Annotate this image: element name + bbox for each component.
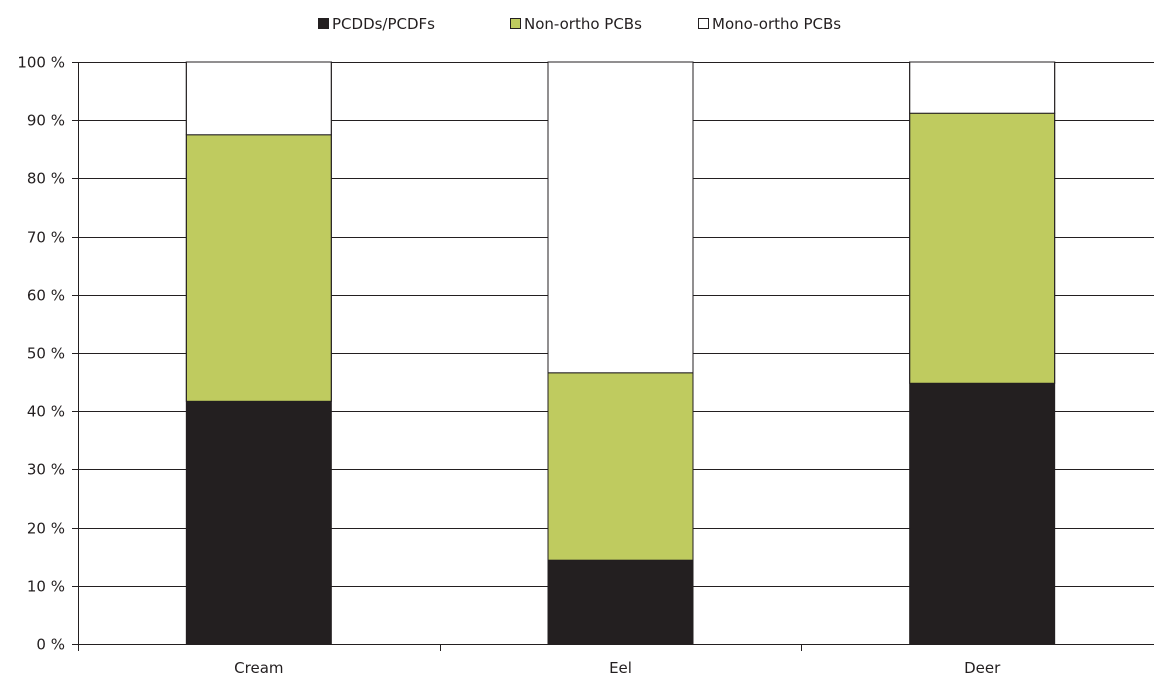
legend-item: Mono-ortho PCBs <box>698 15 841 33</box>
y-tick-label: 40 % <box>27 403 65 421</box>
bars <box>185 61 1056 645</box>
bar-segment <box>909 112 1056 384</box>
legend-item: Non-ortho PCBs <box>510 15 642 33</box>
x-tick-label: Deer <box>964 659 1001 677</box>
bar-segment <box>547 61 694 374</box>
bar-segment <box>185 61 332 136</box>
y-tick-label: 10 % <box>27 578 65 596</box>
y-tick-label: 30 % <box>27 461 65 479</box>
legend: PCDDs/PCDFs Non-ortho PCBs Mono-ortho PCBs <box>318 15 841 33</box>
x-tick-label: Eel <box>609 659 632 677</box>
legend-swatch <box>318 18 329 29</box>
bar-segment <box>547 372 694 561</box>
y-axis-ticks: 0 % 10 % 20 % 30 % 40 % 50 % 60 % 70 % 80 % 90 % 1… <box>17 54 79 654</box>
bar-stack-deer <box>909 61 1056 645</box>
legend-swatch <box>510 18 521 29</box>
bar-stack-eel <box>547 61 694 645</box>
legend-label: Non-ortho PCBs <box>524 15 642 33</box>
y-tick-label: 50 % <box>27 345 65 363</box>
bar-stack-cream <box>185 61 332 645</box>
bar-segment <box>186 401 332 644</box>
bar-segment <box>185 134 332 402</box>
y-tick-label: 100 % <box>17 54 65 72</box>
legend-swatch <box>698 18 709 29</box>
y-tick-label: 80 % <box>27 170 65 188</box>
x-axis: Cream Eel Deer <box>78 644 1154 677</box>
x-tick-label: Cream <box>234 659 283 677</box>
bar-segment <box>909 383 1055 644</box>
bar-segment <box>548 560 693 644</box>
legend-label: Mono-ortho PCBs <box>712 15 841 33</box>
y-tick-label: 60 % <box>27 287 65 305</box>
legend-item: PCDDs/PCDFs <box>318 15 435 33</box>
y-tick-label: 90 % <box>27 112 65 130</box>
y-tick-label: 20 % <box>27 520 65 538</box>
y-tick-label: 0 % <box>36 636 65 654</box>
y-tick-label: 70 % <box>27 229 65 247</box>
bar-segment <box>909 61 1056 114</box>
legend-label: PCDDs/PCDFs <box>332 15 435 33</box>
